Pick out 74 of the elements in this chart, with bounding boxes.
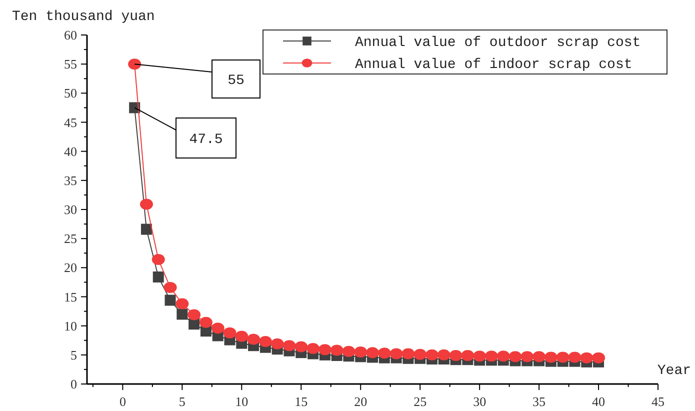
point bbox=[496, 350, 510, 362]
point bbox=[556, 352, 570, 363]
x-tick-label: 20 bbox=[354, 394, 368, 409]
point bbox=[152, 271, 164, 282]
point bbox=[402, 348, 415, 360]
point bbox=[176, 298, 189, 310]
point bbox=[461, 350, 474, 361]
point bbox=[449, 350, 462, 361]
y-tick-label: 10 bbox=[64, 318, 77, 334]
point bbox=[188, 309, 201, 320]
point bbox=[318, 344, 332, 356]
y-tick-label: 60 bbox=[64, 28, 77, 43]
point bbox=[437, 349, 450, 360]
x-tick-label: 45 bbox=[652, 394, 664, 409]
x-tick-label: 0 bbox=[119, 394, 126, 409]
x-tick-label: 30 bbox=[473, 394, 486, 409]
point bbox=[568, 352, 582, 363]
point bbox=[223, 327, 236, 338]
x-tick-label: 5 bbox=[178, 394, 186, 409]
legend-label: Annual value of outdoor scrap cost bbox=[355, 34, 641, 51]
y-tick-label: 25 bbox=[64, 231, 77, 246]
point bbox=[211, 322, 224, 334]
y-axis-title: Ten thousand yuan bbox=[12, 9, 155, 25]
point bbox=[306, 343, 320, 354]
x-tick-label: 25 bbox=[414, 394, 427, 409]
y-tick-label: 35 bbox=[64, 172, 77, 188]
y-tick-label: 30 bbox=[64, 202, 77, 218]
y-tick-label: 45 bbox=[64, 114, 77, 130]
x-tick-label: 10 bbox=[235, 394, 248, 409]
point bbox=[484, 350, 498, 362]
point bbox=[258, 336, 272, 348]
point bbox=[544, 352, 558, 363]
point bbox=[508, 351, 522, 362]
point bbox=[176, 308, 188, 320]
point bbox=[247, 334, 260, 345]
y-tick-label: 5 bbox=[70, 347, 77, 362]
annotation: 55 bbox=[228, 72, 244, 89]
point bbox=[164, 294, 176, 306]
point bbox=[294, 341, 308, 352]
y-tick-label: 40 bbox=[64, 144, 77, 159]
point bbox=[414, 348, 427, 360]
point bbox=[592, 352, 606, 364]
y-tick-label: 55 bbox=[64, 56, 77, 72]
point bbox=[140, 224, 152, 235]
y-tick-label: 0 bbox=[70, 376, 77, 392]
point bbox=[425, 349, 438, 360]
point bbox=[199, 316, 212, 328]
x-tick-label: 40 bbox=[592, 394, 606, 409]
x-tick-label: 15 bbox=[294, 394, 308, 409]
point bbox=[473, 350, 486, 362]
x-tick-label: 35 bbox=[532, 394, 546, 409]
point bbox=[188, 318, 200, 330]
point bbox=[390, 348, 403, 360]
point bbox=[378, 348, 391, 359]
annotation: 47.5 bbox=[189, 132, 223, 148]
x-axis-title: Year bbox=[657, 363, 691, 379]
point bbox=[354, 346, 368, 358]
point bbox=[270, 338, 284, 350]
y-tick-label: 15 bbox=[64, 289, 77, 304]
point bbox=[164, 282, 177, 293]
point bbox=[235, 330, 248, 342]
point bbox=[520, 351, 534, 362]
point bbox=[152, 254, 165, 266]
point bbox=[140, 198, 153, 210]
y-tick-label: 50 bbox=[64, 86, 77, 101]
point bbox=[532, 351, 546, 362]
point bbox=[366, 347, 379, 358]
point bbox=[282, 340, 296, 352]
point bbox=[580, 352, 594, 364]
y-tick-label: 20 bbox=[64, 260, 77, 276]
point bbox=[128, 58, 142, 70]
point bbox=[330, 344, 344, 356]
point bbox=[342, 346, 356, 357]
legend-label: Annual value of indoor scrap cost bbox=[355, 56, 632, 73]
